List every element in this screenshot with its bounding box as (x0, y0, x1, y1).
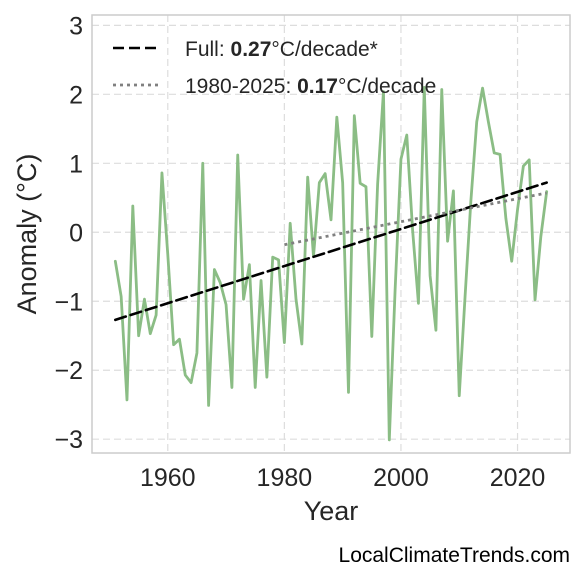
x-tick-label: 1960 (140, 464, 196, 492)
grid-lines (92, 15, 570, 453)
legend-full-colon: : (219, 38, 231, 61)
y-axis-label: Anomaly (°C) (12, 154, 42, 315)
legend-full-value: 0.27 (231, 38, 272, 61)
legend-label-full: Full: 0.27°C/decade* (185, 38, 378, 61)
plot-frame (91, 14, 571, 454)
x-tick-label: 2020 (490, 464, 546, 492)
y-tick-label: 0 (69, 219, 83, 247)
y-tick-label: 3 (69, 12, 83, 40)
y-tick-label: −1 (54, 288, 83, 316)
legend: Full: 0.27°C/decade* 1980-2025: 0.17°C/d… (113, 38, 436, 98)
y-tick-label: −2 (54, 357, 83, 385)
y-tick-label: 2 (69, 81, 83, 109)
legend-recent-colon: : (285, 75, 297, 98)
legend-label-recent: 1980-2025: 0.17°C/decade (185, 75, 436, 98)
legend-recent-value: 0.17 (297, 75, 338, 98)
y-tick-label: 1 (69, 150, 83, 178)
x-tick-label: 2000 (373, 464, 429, 492)
x-axis-label: Year (304, 496, 359, 526)
anomaly-series-line (113, 86, 549, 442)
plot-series (113, 86, 549, 442)
legend-full-unit: °C/decade* (271, 38, 377, 61)
x-tick-label: 1980 (257, 464, 313, 492)
legend-recent-name: 1980-2025 (185, 75, 285, 98)
full-trend-line (114, 181, 548, 322)
source-credit: LocalClimateTrends.com (338, 544, 570, 567)
y-tick-label: −3 (54, 426, 83, 454)
legend-full-name: Full (185, 38, 219, 61)
tick-labels: 1960 1980 2000 2020 −3 −2 −1 0 1 2 3 (54, 12, 545, 492)
legend-recent-unit: °C/decade (338, 75, 436, 98)
recent-trend-line (284, 191, 547, 247)
